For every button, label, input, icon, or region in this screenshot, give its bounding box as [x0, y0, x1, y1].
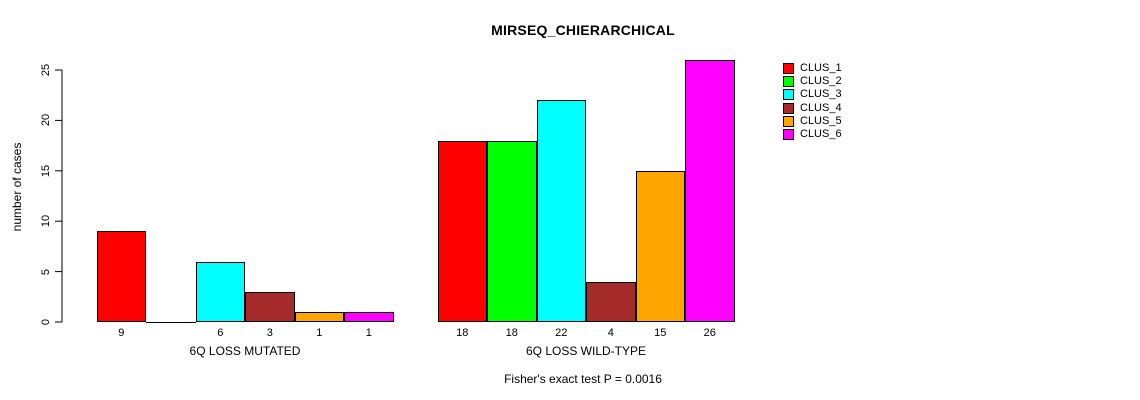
- legend-item: CLUS_2: [783, 75, 842, 88]
- legend-label: CLUS_5: [800, 114, 842, 127]
- legend-item: CLUS_1: [783, 62, 842, 75]
- legend-swatch-icon: [783, 76, 794, 88]
- group-label-1: 6Q LOSS MUTATED: [189, 344, 301, 358]
- chart-title: MIRSEQ_CHIERARCHICAL: [491, 22, 675, 38]
- chart-subtitle: Fisher's exact test P = 0.0016: [504, 372, 662, 386]
- bar-clus_5: [294, 311, 344, 322]
- legend-label: CLUS_2: [800, 75, 842, 88]
- bar-clus_4: [245, 291, 295, 322]
- bar-clus_3: [536, 100, 586, 322]
- bar-clus_4: [586, 281, 636, 322]
- bar-clus_1: [437, 140, 487, 322]
- bar-value-label: 22: [555, 327, 568, 339]
- bar-clus_5: [635, 170, 685, 322]
- bar-clus_6: [344, 311, 394, 322]
- bar-value-label: 9: [118, 327, 125, 339]
- legend-swatch-icon: [783, 115, 794, 127]
- legend-label: CLUS_1: [800, 62, 842, 75]
- bar-clus_3: [195, 261, 245, 322]
- legend-swatch-icon: [783, 129, 794, 141]
- bar-value-label: 18: [505, 327, 518, 339]
- group-label-2: 6Q LOSS WILD-TYPE: [525, 344, 647, 358]
- bar-clus_1: [96, 231, 146, 322]
- y-axis-tick-label: 25: [40, 63, 52, 77]
- legend-label: CLUS_3: [800, 88, 842, 101]
- bar-value-label: 15: [654, 327, 667, 339]
- bar-clus_6: [685, 59, 735, 322]
- legend-item: CLUS_4: [783, 102, 842, 115]
- legend-item: CLUS_3: [783, 88, 842, 101]
- bar-value-label: 26: [703, 327, 716, 339]
- bar-clus_2: [146, 322, 196, 323]
- bar-value-label: 3: [266, 327, 273, 339]
- legend-item: CLUS_5: [783, 115, 842, 128]
- y-axis-tick-label: 15: [40, 164, 52, 177]
- y-axis-tick-label: 5: [40, 268, 52, 275]
- legend-swatch-icon: [783, 63, 794, 75]
- legend-swatch-icon: [783, 102, 794, 114]
- bar-value-label: 1: [316, 327, 323, 339]
- bar-value-label: 18: [456, 327, 469, 339]
- legend-item: CLUS_6: [783, 128, 842, 141]
- bar-value-label: 6: [217, 327, 224, 339]
- y-axis-tick-label: 20: [40, 114, 52, 127]
- legend-swatch-icon: [783, 89, 794, 101]
- y-axis-tick-label: 0: [40, 318, 52, 326]
- legend-label: CLUS_6: [800, 128, 842, 141]
- y-axis-tick-label: 10: [40, 215, 52, 228]
- bar-value-label: 1: [365, 327, 372, 339]
- legend-label: CLUS_4: [800, 101, 842, 114]
- bar-clus_2: [487, 140, 537, 322]
- legend: CLUS_1 CLUS_2 CLUS_3 CLUS_4 CLUS_5 CLUS_6: [783, 62, 842, 141]
- bar-value-label: 4: [607, 327, 614, 339]
